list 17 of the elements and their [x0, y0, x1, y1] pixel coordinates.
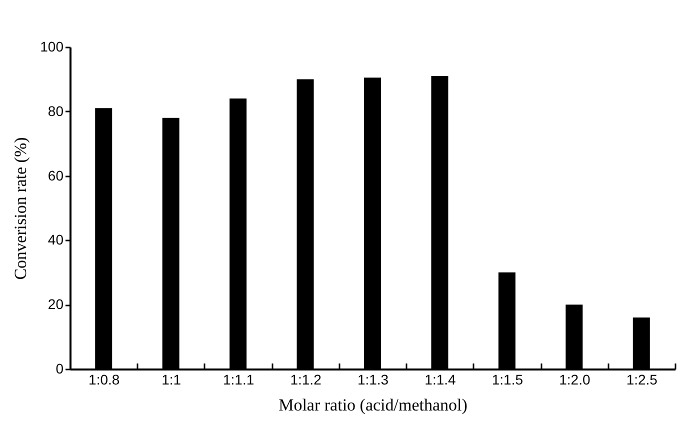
x-tick-label: 1:1: [162, 372, 182, 388]
y-tick-label: 100: [40, 38, 64, 54]
x-tick-label: 1:0.8: [88, 372, 120, 388]
x-tick-label: 1:1.5: [492, 372, 524, 388]
y-tick-label: 40: [48, 232, 64, 248]
y-tick-label: 20: [48, 296, 64, 312]
y-tick-label: 60: [48, 167, 64, 184]
y-axis-title: Converision rate (%): [11, 137, 30, 280]
x-tick-label: 1:2.0: [559, 372, 590, 388]
y-tick-label: 80: [48, 102, 64, 119]
x-axis-title: Molar ratio (acid/methanol): [278, 396, 468, 414]
x-tick-label: 1:2.5: [626, 372, 658, 388]
x-tick-label: 1:1.1: [222, 372, 254, 388]
x-tick-label: 1:1.3: [357, 372, 389, 388]
x-tick-label: 1:1.4: [424, 372, 456, 388]
x-tick-label: 1:1.2: [290, 372, 322, 388]
y-tick-label: 0: [56, 360, 64, 376]
